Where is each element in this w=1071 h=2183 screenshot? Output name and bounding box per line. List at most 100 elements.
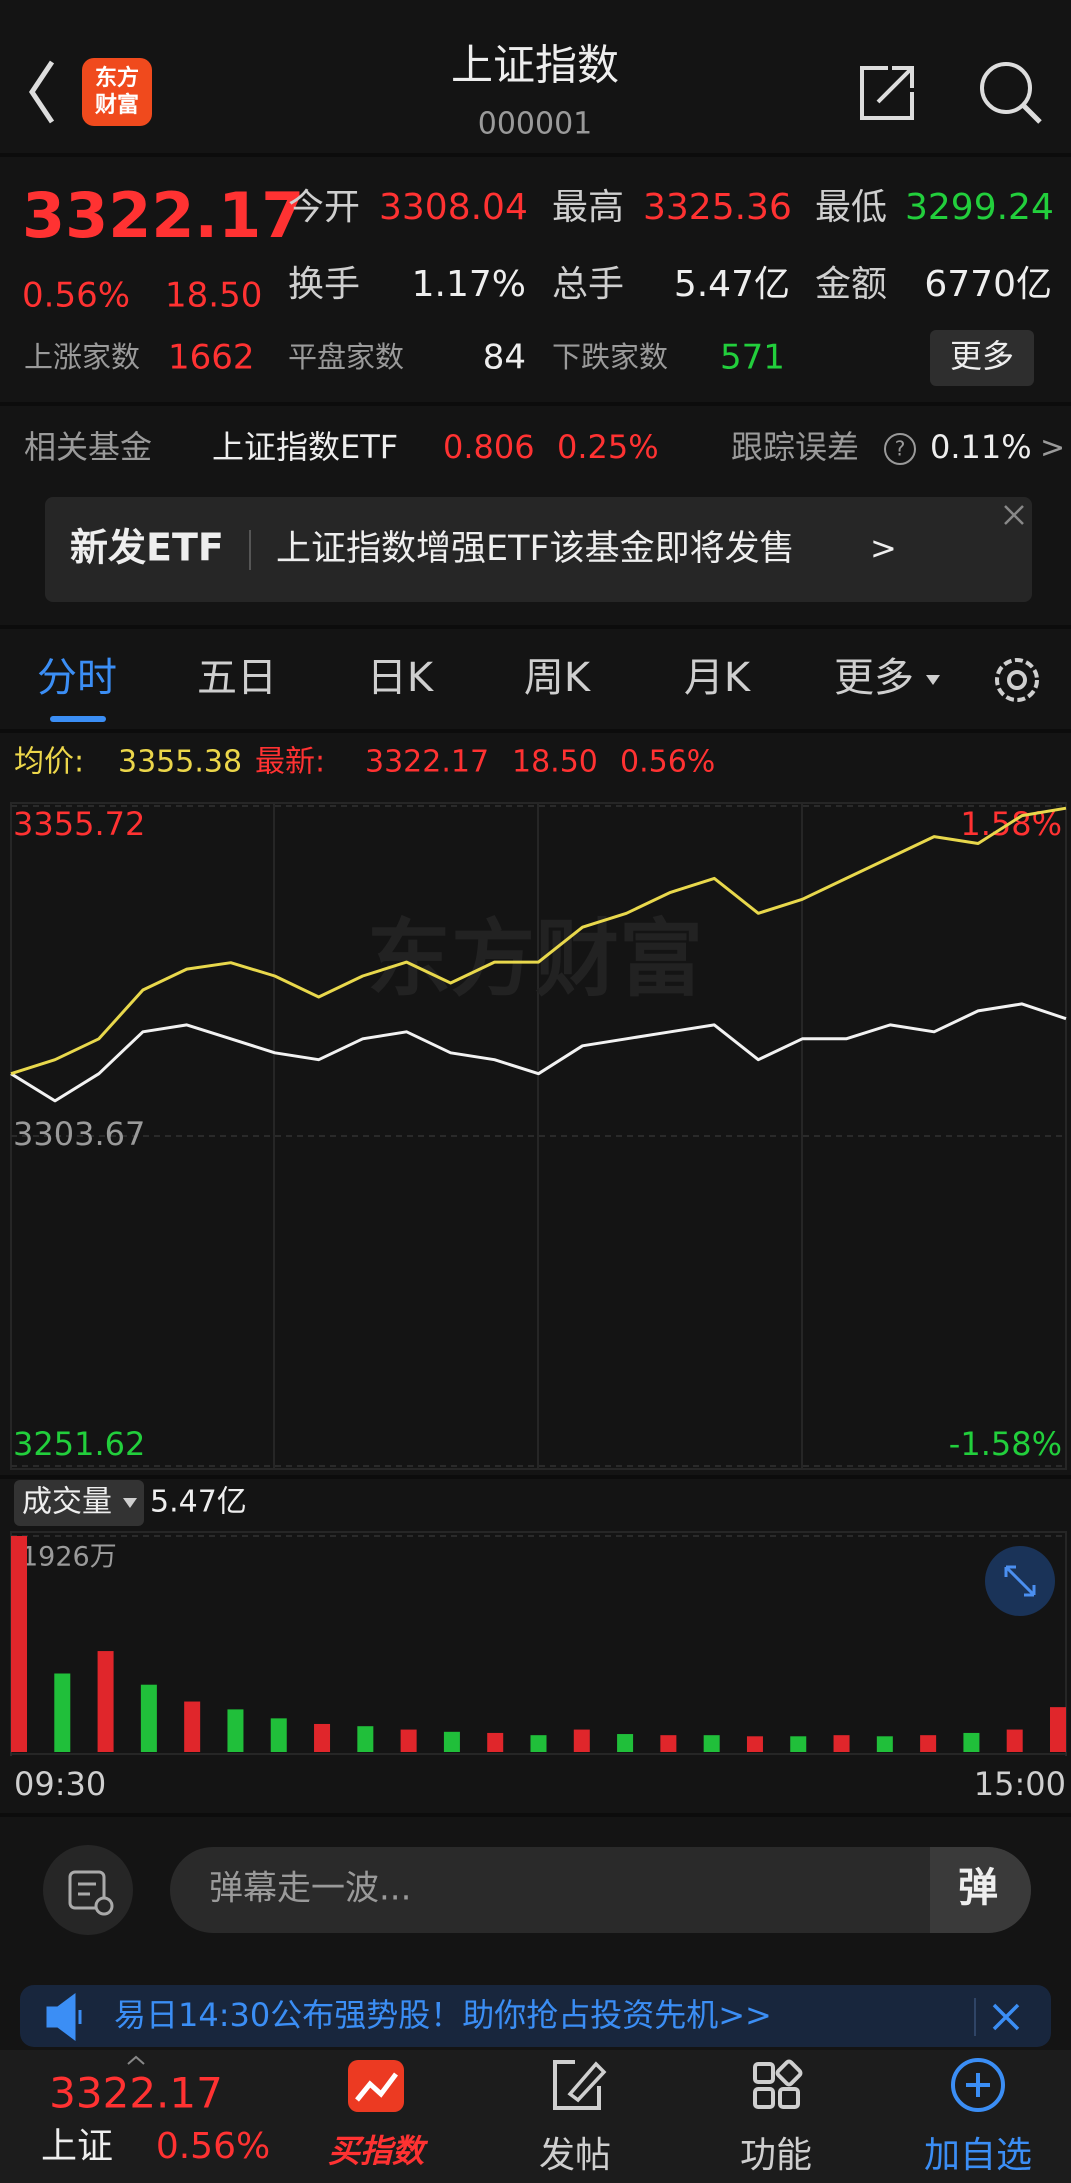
separator: [0, 625, 1071, 629]
volume-bar: [314, 1723, 331, 1752]
notice-close[interactable]: [992, 2003, 1020, 2031]
stat-value: 1.17%: [412, 264, 526, 305]
buy-index-icon[interactable]: [348, 2060, 404, 2112]
expand-button[interactable]: [985, 1546, 1055, 1616]
price: 3322.17: [22, 179, 304, 252]
last-label: 最新:: [255, 745, 325, 780]
banner-tag: 新发ETF: [70, 526, 224, 570]
y-tick-label: 3303.67: [13, 1115, 145, 1153]
y2-tick-label: -1.58%: [949, 1425, 1062, 1463]
price-line: [10, 1002, 1067, 1103]
help-icon[interactable]: [884, 433, 916, 465]
breadth-label: 下跌家数: [552, 340, 668, 374]
page-title: 上证指数: [451, 41, 619, 90]
volume-bar: [443, 1731, 460, 1752]
avg-label: 均价:: [14, 745, 84, 780]
tab[interactable]: 五日: [197, 655, 277, 701]
stat-label: 换手: [288, 264, 360, 305]
separator: [0, 729, 1071, 733]
nav-name: 上证: [41, 2126, 113, 2167]
stat-label: 总手: [552, 264, 624, 305]
fund-change: 0.25%: [557, 428, 659, 466]
danmaku-send-label: 弹: [958, 1865, 998, 1911]
logo[interactable]: [82, 58, 152, 126]
volume-total: 5.47亿: [150, 1485, 247, 1520]
tab[interactable]: 月K: [684, 655, 752, 701]
danmaku-input[interactable]: [170, 1847, 1031, 1933]
logo-text: 东方: [95, 65, 139, 91]
more-button-label: 更多: [950, 337, 1014, 375]
danmaku-send[interactable]: [930, 1847, 1031, 1933]
dropdown-icon: [926, 675, 940, 685]
nav-item[interactable]: 发帖: [539, 2135, 611, 2176]
speaker-icon: [46, 1993, 82, 2041]
share-button[interactable]: [860, 66, 914, 120]
volume-bar: [920, 1735, 937, 1752]
fund-name[interactable]: 上证指数ETF: [212, 428, 398, 466]
watermark: 东方财富: [367, 910, 703, 1008]
stat-label: 最高: [552, 187, 624, 228]
more-button[interactable]: [930, 330, 1034, 386]
tab-indicator: [50, 716, 106, 722]
volume-bar: [617, 1734, 634, 1752]
last-change-pct: 0.56%: [620, 745, 715, 780]
change-pct: 0.56%: [22, 276, 130, 316]
nav-item[interactable]: 买指数: [328, 2132, 429, 2170]
tab[interactable]: 更多: [834, 655, 914, 701]
stat-value: 6770亿: [924, 264, 1052, 305]
volume-bar: [833, 1735, 850, 1752]
volume-bar: [400, 1729, 417, 1752]
volume-bar: [703, 1735, 720, 1752]
expand-arrow[interactable]: [127, 2055, 145, 2065]
price-line: [10, 806, 1067, 1076]
volume-bar: [487, 1732, 504, 1752]
post-icon[interactable]: [553, 2060, 607, 2110]
function-icon[interactable]: [753, 2059, 803, 2109]
back-button[interactable]: [28, 60, 55, 124]
dropdown-icon: [123, 1498, 137, 1508]
stat-label: 今开: [288, 187, 360, 228]
banner-text: 上证指数增强ETF该基金即将发售: [276, 529, 795, 569]
volume-bar: [227, 1709, 244, 1752]
avg-value: 3355.38: [118, 745, 242, 780]
volume-bar: [530, 1735, 547, 1752]
breadth-label: 平盘家数: [288, 340, 404, 374]
nav-price: 3322.17: [49, 2069, 223, 2118]
tracking-error-label: 跟踪误差: [731, 428, 859, 466]
tab[interactable]: 日K: [367, 655, 435, 701]
banner[interactable]: [45, 497, 1032, 602]
danmaku-toggle[interactable]: [43, 1845, 133, 1935]
nav-item[interactable]: 功能: [740, 2135, 812, 2176]
x-tick-label: 09:30: [14, 1765, 106, 1803]
index-code: 000001: [478, 107, 593, 142]
nav-item[interactable]: 加自选: [924, 2135, 1032, 2176]
volume-bar: [876, 1736, 893, 1752]
settings-button[interactable]: [995, 658, 1039, 702]
stat-label: 最低: [815, 187, 887, 228]
tab[interactable]: 分时: [37, 655, 117, 701]
stat-value: 3299.24: [905, 187, 1054, 228]
add-watchlist-icon[interactable]: [951, 2058, 1005, 2112]
search-button[interactable]: [980, 62, 1042, 124]
stat-value: 5.47亿: [674, 264, 790, 305]
volume-bar: [140, 1684, 157, 1752]
breadth-label: 上涨家数: [24, 340, 140, 374]
fund-arrow[interactable]: >: [1040, 431, 1065, 466]
volume-bar: [54, 1673, 71, 1752]
volume-bar: [746, 1736, 763, 1752]
banner-close[interactable]: [1004, 505, 1024, 525]
tab[interactable]: 周K: [524, 655, 592, 701]
volume-bar: [963, 1732, 980, 1752]
separator: [0, 402, 1071, 406]
nav-change: 0.56%: [156, 2126, 270, 2167]
logo-text: 财富: [95, 92, 139, 118]
y-tick-label: 3355.72: [13, 805, 145, 843]
volume-bar: [11, 1536, 27, 1752]
volume-bar: [357, 1726, 374, 1752]
notice-bar[interactable]: [20, 1985, 1051, 2047]
volume-chart: 1926万 09:30 15:00: [10, 1535, 1067, 1803]
volume-selector[interactable]: [14, 1480, 144, 1526]
volume-bar: [184, 1701, 201, 1752]
